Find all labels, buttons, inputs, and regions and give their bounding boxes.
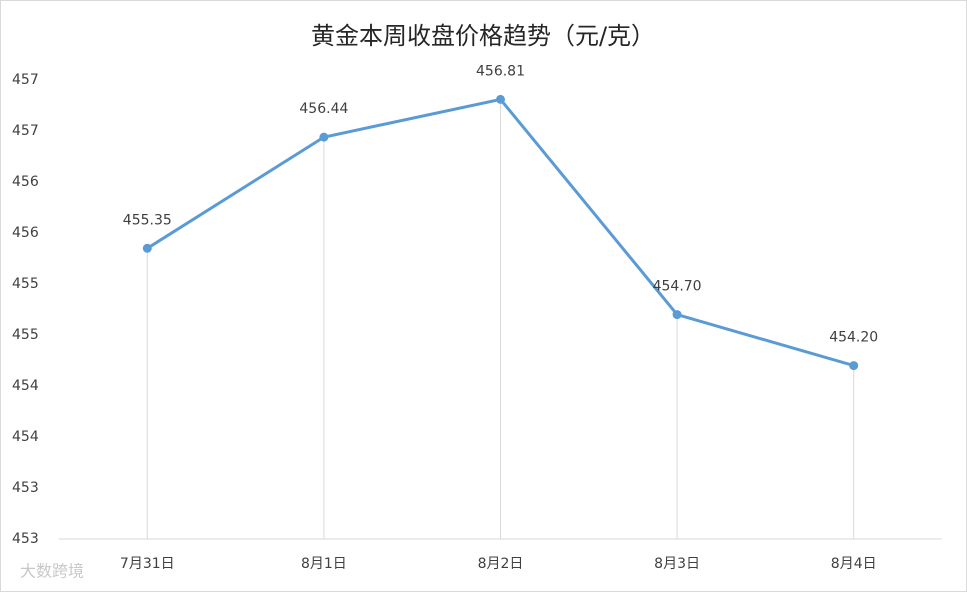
- y-tick-label: 455: [12, 276, 39, 292]
- data-label: 456.44: [299, 101, 348, 117]
- x-tick-label: 8月3日: [654, 556, 700, 572]
- data-label: 455.35: [123, 212, 172, 228]
- x-tick-label: 8月4日: [831, 556, 877, 572]
- data-label: 454.20: [829, 330, 878, 346]
- data-point: [319, 132, 329, 142]
- data-point: [849, 361, 859, 371]
- y-tick-label: 455: [12, 327, 39, 343]
- x-tick-label: 7月31日: [120, 556, 175, 572]
- y-tick-label: 454: [12, 429, 39, 445]
- y-tick-label: 456: [12, 225, 39, 241]
- y-tick-label: 453: [12, 480, 39, 496]
- y-tick-label: 454: [12, 378, 39, 394]
- x-tick-label: 8月1日: [301, 556, 347, 572]
- data-point: [672, 310, 682, 320]
- data-point: [142, 243, 152, 253]
- y-tick-label: 457: [12, 123, 39, 139]
- x-tick-label: 8月2日: [478, 556, 524, 572]
- y-tick-label: 457: [12, 72, 39, 88]
- watermark: 大数跨境: [20, 562, 84, 581]
- data-label: 454.70: [653, 279, 702, 295]
- data-point: [496, 94, 505, 104]
- data-label: 456.81: [476, 63, 525, 79]
- y-tick-label: 456: [12, 174, 39, 190]
- chart-title: 黄金本周收盘价格趋势（元/克）: [311, 22, 655, 50]
- y-tick-label: 453: [12, 531, 39, 547]
